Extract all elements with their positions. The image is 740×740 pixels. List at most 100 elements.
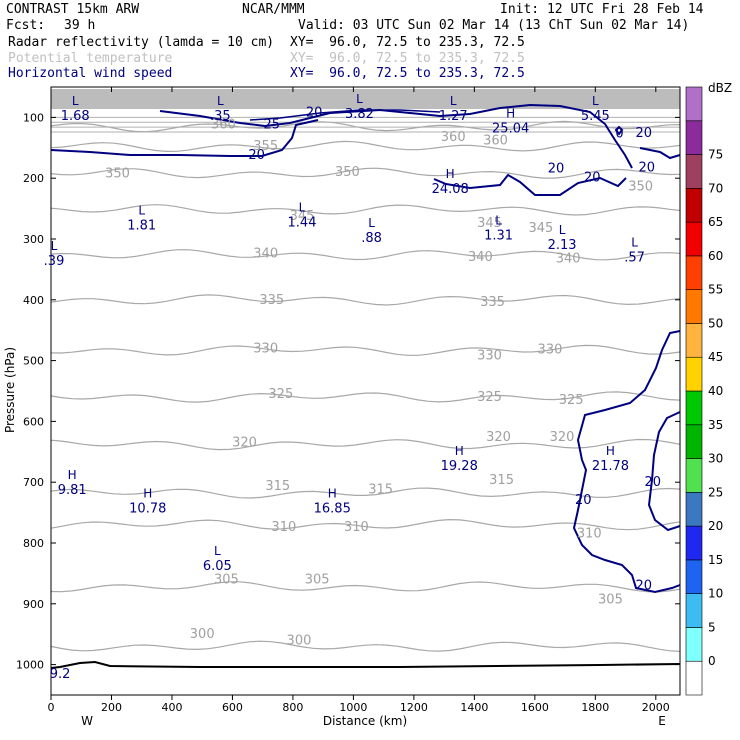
- field-xy-theta: XY= 96.0, 72.5 to 235.3, 72.5: [290, 51, 525, 66]
- colorbar-swatch: [685, 525, 703, 561]
- colorbar-label: 20: [708, 519, 723, 533]
- theta-label: 350: [105, 166, 130, 181]
- theta-contour: [50, 487, 681, 499]
- init-time: Init: 12 UTC Fri 28 Feb 14: [500, 2, 704, 17]
- extremum-marker: L: [592, 94, 599, 108]
- wind-label: 20: [584, 170, 601, 185]
- colorbar-label: 10: [708, 587, 723, 601]
- extremum-marker: L: [214, 544, 221, 558]
- y-tick-label: 900: [23, 598, 44, 611]
- colorbar-swatch: [685, 86, 703, 122]
- colorbar-swatch: [685, 390, 703, 426]
- theta-contour: [50, 204, 681, 216]
- theta-label: 335: [259, 293, 284, 308]
- field-xy-wind: XY= 96.0, 72.5 to 235.3, 72.5: [290, 66, 525, 81]
- extremum-value: .35: [210, 109, 231, 124]
- colorbar-label: 55: [708, 283, 723, 297]
- theta-contour: [50, 581, 681, 593]
- x-tick-label: 200: [101, 701, 122, 714]
- theta-label: 330: [538, 343, 563, 358]
- colorbar-swatch: [685, 289, 703, 324]
- east-label: E: [658, 714, 666, 728]
- extremum-value: 10.78: [129, 501, 166, 516]
- colorbar-label: 70: [708, 181, 723, 195]
- wind-contour-20-lower-right: [572, 330, 681, 594]
- colorbar-label: 45: [708, 350, 723, 364]
- wind-label: 25: [263, 117, 280, 132]
- theta-label: 355: [253, 139, 278, 154]
- theta-label: 360: [483, 134, 508, 149]
- y-tick-label: 400: [23, 294, 44, 307]
- theta-label: 325: [477, 390, 502, 405]
- colorbar-swatch: [685, 255, 703, 290]
- extremum-value: .88: [361, 231, 382, 246]
- theta-label: 310: [271, 520, 296, 535]
- theta-label: 305: [598, 593, 623, 608]
- colorbar-swatch: [685, 458, 703, 493]
- theta-contour: [50, 249, 681, 261]
- colorbar-swatch: [685, 154, 703, 189]
- theta-label: 320: [486, 430, 511, 445]
- theta-label: 325: [559, 393, 584, 408]
- colorbar-swatch: [685, 559, 703, 594]
- field-name-wind: Horizontal wind speed: [8, 66, 173, 81]
- theta-label: 305: [305, 572, 330, 587]
- theta-label: 300: [190, 627, 215, 642]
- x-tick-label: 1400: [460, 701, 488, 714]
- theta-label: 315: [489, 473, 514, 488]
- colorbar-swatch: [685, 424, 703, 459]
- theta-label: 325: [268, 387, 293, 402]
- y-axis-label: Pressure (hPa): [3, 347, 17, 433]
- wind-label: 20: [306, 105, 323, 120]
- colorbar-label: 25: [708, 485, 723, 499]
- colorbar-label: 30: [708, 452, 723, 466]
- extremum-value: 9.81: [58, 483, 87, 498]
- theta-label: 330: [477, 349, 502, 364]
- theta-label: 345: [528, 221, 553, 236]
- theta-label: 340: [468, 250, 493, 265]
- theta-label: 315: [265, 479, 290, 494]
- extremum-marker: H: [506, 106, 515, 120]
- extremum-marker: L: [51, 239, 58, 253]
- extremum-value: 1.27: [439, 109, 468, 124]
- extremum-value: .57: [624, 250, 645, 265]
- extremum-marker: H: [446, 167, 455, 181]
- theta-label: 320: [550, 430, 575, 445]
- fcst-label: Fcst:: [6, 18, 46, 33]
- theta-label: 340: [253, 247, 278, 262]
- theta-contour: [50, 167, 681, 179]
- field-name-theta: Potential temperature: [8, 51, 173, 66]
- colorbar-swatch: [685, 593, 703, 628]
- theta-label: 335: [480, 295, 505, 310]
- wind-contour-25-top: [159, 103, 633, 169]
- field-xy-reflectivity: XY= 96.0, 72.5 to 235.3, 72.5: [290, 35, 525, 50]
- extremum-marker: H: [455, 444, 464, 458]
- valid-time: Valid: 03 UTC Sun 02 Mar 14 (13 ChT Sun …: [298, 18, 690, 33]
- extremum-value: 6.05: [203, 559, 232, 574]
- x-tick-label: 600: [222, 701, 243, 714]
- colorbar-unit: dBZ: [708, 81, 732, 95]
- wind-contour-0-small: [614, 125, 624, 136]
- theta-label: 305: [214, 572, 239, 587]
- extremum-value: 25.04: [492, 121, 529, 136]
- y-tick-label: 700: [23, 476, 44, 489]
- theta-label: 310: [344, 520, 369, 535]
- x-tick-label: 1200: [400, 701, 428, 714]
- extremum-marker: L: [495, 213, 502, 227]
- colorbar-swatch: [685, 323, 703, 358]
- fcst-value: 39 h: [64, 18, 96, 33]
- y-tick-label: 1000: [16, 659, 44, 672]
- extremum-value: 5.45: [581, 109, 610, 124]
- wind-label: 20: [635, 578, 652, 593]
- colorbar-swatch: [685, 660, 703, 696]
- theta-label: 320: [232, 436, 257, 451]
- extremum-marker: H: [606, 444, 615, 458]
- y-tick-label: 300: [23, 233, 44, 246]
- theta-label: 360: [211, 118, 236, 133]
- theta-label: 350: [628, 180, 653, 195]
- colorbar-swatch: [685, 627, 703, 662]
- extremum-value: 24.08: [432, 182, 469, 197]
- theta-contour: [50, 140, 681, 153]
- extremum-value: 19.28: [441, 459, 478, 474]
